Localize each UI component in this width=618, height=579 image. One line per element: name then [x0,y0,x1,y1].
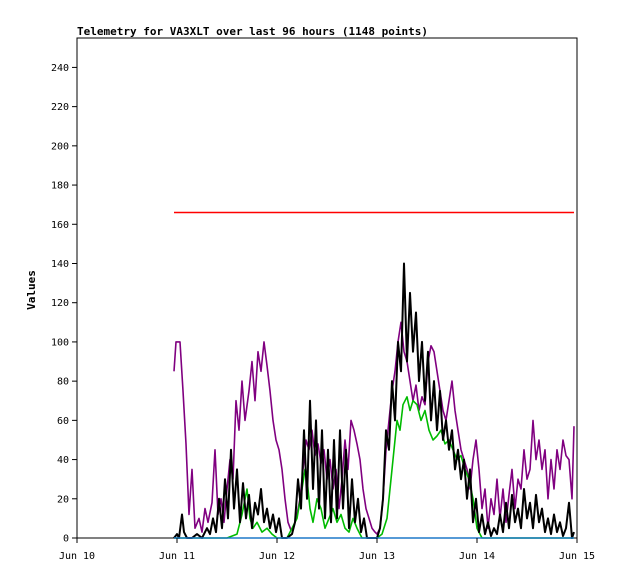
series-line-2 [173,321,575,535]
x-tick-label: Jun 14 [459,551,495,562]
y-axis-label: Values [25,270,38,310]
x-tick-label: Jun 12 [259,551,295,562]
y-tick-label: 20 [57,494,69,505]
series-line-4 [173,262,575,539]
y-tick-label: 40 [57,455,69,466]
y-tick-label: 240 [51,63,69,74]
y-tick-label: 180 [51,181,69,192]
y-tick-label: 0 [63,534,69,545]
chart-title: Telemetry for VA3XLT over last 96 hours … [77,25,428,38]
y-tick-label: 120 [51,298,69,309]
y-tick-label: 100 [51,337,69,348]
x-axis: Jun 10 Jun 11 Jun 12 Jun 13 Jun 14 Jun 15 [59,538,595,562]
y-tick-label: 200 [51,141,69,152]
x-tick-label: Jun 11 [159,551,195,562]
x-tick-label: Jun 15 [559,551,595,562]
x-tick-label: Jun 13 [359,551,395,562]
y-tick-label: 160 [51,220,69,231]
y-tick-label: 220 [51,102,69,113]
y-tick-label: 140 [51,259,69,270]
y-axis: 0 20 40 60 80 100 120 140 160 180 200 220 240 [51,63,77,545]
y-tick-label: 80 [57,377,69,388]
x-tick-label: Jun 10 [59,551,95,562]
y-tick-label: 60 [57,416,69,427]
series-line-3 [174,395,574,539]
